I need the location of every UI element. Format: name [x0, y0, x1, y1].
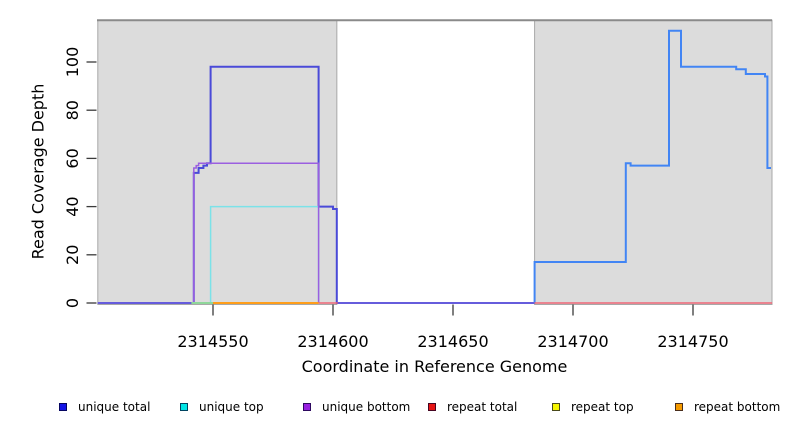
x-tick-label: 2314550 [177, 332, 248, 351]
series-unique-total [533, 29, 771, 303]
y-tick-label: 60 [63, 148, 82, 168]
y-tick-label: 100 [63, 47, 82, 78]
y-tick-label: 80 [63, 100, 82, 120]
x-tick-label: 2314750 [657, 332, 728, 351]
shaded-region [97, 19, 338, 305]
x-axis-title: Coordinate in Reference Genome [301, 357, 568, 376]
y-tick-label: 0 [63, 298, 82, 308]
y-axis-title: Read Coverage Depth [28, 83, 48, 260]
y-tick-label: 40 [63, 196, 82, 216]
x-tick-label: 2314600 [297, 332, 368, 351]
y-tick-label: 20 [63, 245, 82, 265]
series-unique-bottom [193, 162, 320, 303]
x-tick-label: 2314650 [417, 332, 488, 351]
x-tick-label: 2314700 [537, 332, 608, 351]
